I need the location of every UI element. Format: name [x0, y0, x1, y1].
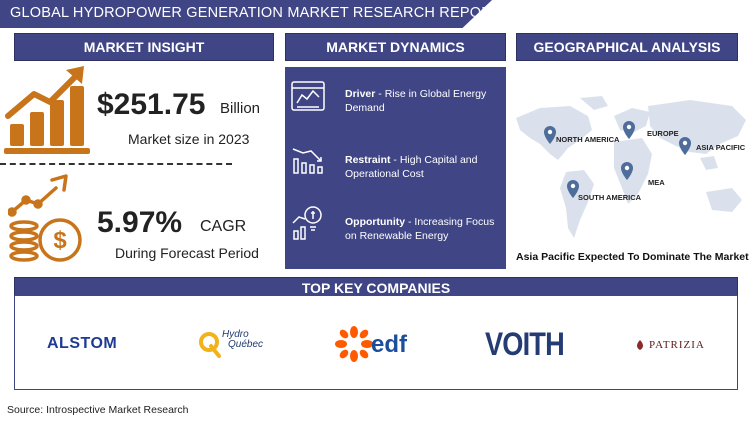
world-map-graphic — [516, 96, 746, 238]
market-insight-header-label: MARKET INSIGHT — [83, 39, 205, 55]
edf-logo: edf — [371, 331, 407, 358]
report-title: GLOBAL HYDROPOWER GENERATION MARKET RESE… — [10, 5, 501, 21]
alstom-logo: ALSTOM — [47, 335, 118, 352]
map-pins — [544, 121, 691, 198]
pin-north-america — [544, 126, 556, 144]
market-dynamics-panel: Driver - Rise in Global Energy Demand Re… — [285, 67, 506, 269]
insight-divider — [0, 163, 232, 165]
region-europe: EUROPE — [647, 129, 679, 138]
restraint-item: Restraint - High Capital and Operational… — [345, 153, 500, 181]
cagr-unit: CAGR — [200, 218, 247, 235]
hydro-quebec-line1: Hydro — [222, 329, 249, 340]
voith-logo: VOITH — [485, 326, 565, 362]
market-insight-header: MARKET INSIGHT — [14, 33, 274, 61]
patrizia-leaf-icon — [637, 340, 643, 350]
report-title-bar: GLOBAL HYDROPOWER GENERATION MARKET RESE… — [0, 0, 492, 28]
geo-caption: Asia Pacific Expected To Dominate The Ma… — [516, 251, 749, 263]
hydro-quebec-line2: Québec — [228, 339, 264, 350]
region-asia-pacific: ASIA PACIFIC — [696, 143, 746, 152]
hydro-quebec-q-icon — [199, 332, 221, 358]
pin-asia-pacific — [679, 137, 691, 155]
growth-bulb-icon — [292, 206, 322, 240]
source-note: Source: Introspective Market Research — [7, 404, 189, 416]
region-north-america: NORTH AMERICA — [556, 135, 620, 144]
svg-text:$: $ — [53, 227, 67, 254]
edf-sunburst-icon — [335, 326, 373, 362]
cagr-value: 5.97% — [97, 206, 183, 239]
market-dynamics-header: MARKET DYNAMICS — [285, 33, 506, 61]
pin-mea — [621, 162, 633, 180]
companies-panel: ALSTOM Hydro Québec edf VOITH PATRIZIA — [14, 295, 738, 390]
opportunity-title: Opportunity — [345, 216, 406, 228]
restraint-title: Restraint — [345, 154, 391, 166]
restraint-text: - High Capital and Operational Cost — [345, 154, 478, 180]
pin-europe — [623, 121, 635, 139]
hydro-quebec-logo: Hydro Québec — [222, 330, 263, 350]
cagr-label: During Forecast Period — [115, 245, 259, 261]
region-south-america: SOUTH AMERICA — [578, 193, 642, 202]
driver-text: - Rise in Global Energy Demand — [345, 88, 487, 114]
market-size-unit: Billion — [220, 100, 261, 117]
market-size-label: Market size in 2023 — [128, 131, 250, 147]
driver-title: Driver — [345, 88, 376, 100]
driver-item: Driver - Rise in Global Energy Demand — [345, 87, 500, 115]
region-mea: MEA — [648, 178, 665, 187]
opportunity-item: Opportunity - Increasing Focus on Renewa… — [345, 215, 500, 243]
patrizia-logo: PATRIZIA — [649, 339, 705, 351]
pin-south-america — [567, 180, 579, 198]
chart-monitor-icon — [291, 81, 325, 111]
top-key-companies-header-label: TOP KEY COMPANIES — [301, 280, 451, 296]
declining-chart-icon — [292, 148, 323, 174]
market-size-value: $251.75 — [97, 88, 206, 121]
world-map: NORTH AMERICA EUROPE ASIA PACIFIC MEA SO… — [510, 88, 750, 248]
dollar-coins-growth-icon: $ — [8, 174, 82, 262]
market-dynamics-header-label: MARKET DYNAMICS — [326, 39, 465, 55]
geographical-analysis-header-label: GEOGRAPHICAL ANALYSIS — [533, 39, 721, 55]
growth-bar-chart-icon — [4, 66, 90, 154]
geographical-analysis-header: GEOGRAPHICAL ANALYSIS — [516, 33, 738, 61]
opportunity-text: - Increasing Focus on Renewable Energy — [345, 216, 495, 242]
